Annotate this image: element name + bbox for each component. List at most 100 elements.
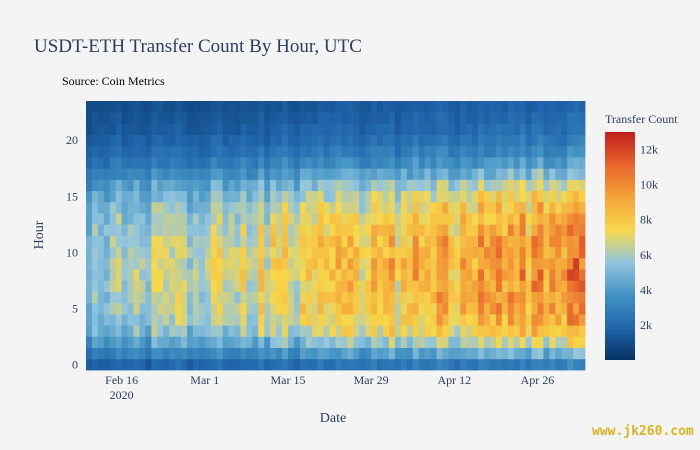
heatmap-cell [270, 101, 277, 113]
heatmap-cell [466, 358, 473, 371]
heatmap-cell [163, 101, 170, 113]
heatmap-cell [270, 134, 277, 147]
heatmap-cell [430, 213, 437, 225]
heatmap-cell [377, 157, 384, 169]
heatmap-cell [234, 157, 241, 169]
heatmap-cell [264, 179, 271, 192]
heatmap-cell [353, 325, 360, 337]
heatmap-cell [139, 246, 146, 259]
heatmap-cell [305, 145, 313, 158]
heatmap-cell [305, 224, 313, 236]
heatmap-cell [91, 179, 99, 192]
heatmap-cell [579, 291, 586, 304]
heatmap-cell [287, 257, 295, 270]
heatmap-cell [495, 336, 503, 348]
heatmap-cell [163, 168, 170, 180]
heatmap-cell [181, 280, 188, 292]
heatmap-cell [282, 358, 289, 371]
heatmap-cell [323, 313, 330, 326]
heatmap-cell [478, 134, 485, 147]
heatmap-cell [418, 235, 426, 248]
heatmap-cell [139, 201, 146, 214]
heatmap-cell [394, 269, 402, 281]
heatmap-cell [163, 235, 170, 248]
heatmap-cell [507, 336, 515, 348]
heatmap-cell [276, 224, 283, 236]
heatmap-cell [145, 246, 152, 259]
heatmap-cell [109, 157, 117, 169]
heatmap-cell [412, 201, 420, 214]
heatmap-cell [531, 280, 538, 292]
heatmap-cell [234, 235, 241, 248]
heatmap-cell [287, 112, 295, 124]
heatmap-cell [371, 291, 378, 304]
heatmap-cell [109, 235, 117, 248]
heatmap-cell [270, 123, 277, 136]
heatmap-cell [478, 179, 485, 192]
heatmap-cell [543, 145, 550, 158]
heatmap-cell [555, 101, 562, 113]
heatmap-cell [466, 257, 473, 270]
heatmap-cell [489, 336, 497, 348]
heatmap-cell [394, 123, 402, 136]
heatmap-cell [573, 291, 580, 304]
heatmap-cell [365, 168, 372, 180]
heatmap-cell [204, 347, 212, 360]
heatmap-cell [555, 302, 562, 315]
heatmap-cell [210, 123, 218, 136]
heatmap-cell [151, 179, 158, 192]
heatmap-cell [86, 291, 93, 304]
heatmap-cell [133, 235, 140, 248]
heatmap-cell [258, 325, 265, 337]
heatmap-cell [489, 224, 497, 236]
heatmap-cell [311, 190, 319, 203]
heatmap-cell [258, 302, 265, 315]
heatmap-cell [573, 123, 580, 136]
heatmap-cell [448, 168, 455, 180]
heatmap-cell [400, 179, 408, 192]
heatmap-cell [115, 358, 123, 371]
heatmap-cell [442, 313, 449, 326]
x-tick-sublabel: 2020 [110, 388, 134, 402]
heatmap-cell [151, 201, 158, 214]
heatmap-cell [109, 336, 117, 348]
heatmap-cell [198, 179, 206, 192]
heatmap-cell [400, 168, 408, 180]
heatmap-cell [525, 123, 532, 136]
heatmap-cell [234, 280, 241, 292]
heatmap-cell [97, 157, 105, 169]
heatmap-cell [163, 302, 170, 315]
heatmap-cell [579, 336, 586, 348]
heatmap-cell [406, 101, 414, 113]
heatmap-cell [91, 257, 99, 270]
heatmap-cell [109, 168, 117, 180]
heatmap-cell [198, 336, 206, 348]
heatmap-cell [305, 358, 313, 371]
heatmap-cell [181, 302, 188, 315]
heatmap-cell [388, 302, 396, 315]
heatmap-cell [175, 347, 182, 360]
heatmap-cell [299, 179, 307, 192]
heatmap-cell [519, 280, 526, 292]
heatmap-cell [537, 347, 544, 360]
heatmap-cell [264, 257, 271, 270]
heatmap-cell [573, 235, 580, 248]
heatmap-cell [115, 213, 123, 225]
heatmap-cell [537, 179, 544, 192]
heatmap-cell [109, 347, 117, 360]
heatmap-cell [293, 145, 301, 158]
heatmap-cell [537, 246, 544, 259]
heatmap-cell [394, 280, 402, 292]
heatmap-cell [448, 213, 455, 225]
heatmap-cell [341, 201, 348, 214]
heatmap-cell [252, 313, 259, 326]
heatmap-cell [169, 213, 176, 225]
heatmap-cell [293, 213, 301, 225]
heatmap-cell [258, 336, 265, 348]
heatmap-cell [424, 190, 431, 203]
heatmap-cell [549, 157, 556, 169]
heatmap-cell [406, 213, 414, 225]
heatmap-cell [383, 269, 390, 281]
heatmap-cell [371, 201, 378, 214]
heatmap-cell [353, 358, 360, 371]
